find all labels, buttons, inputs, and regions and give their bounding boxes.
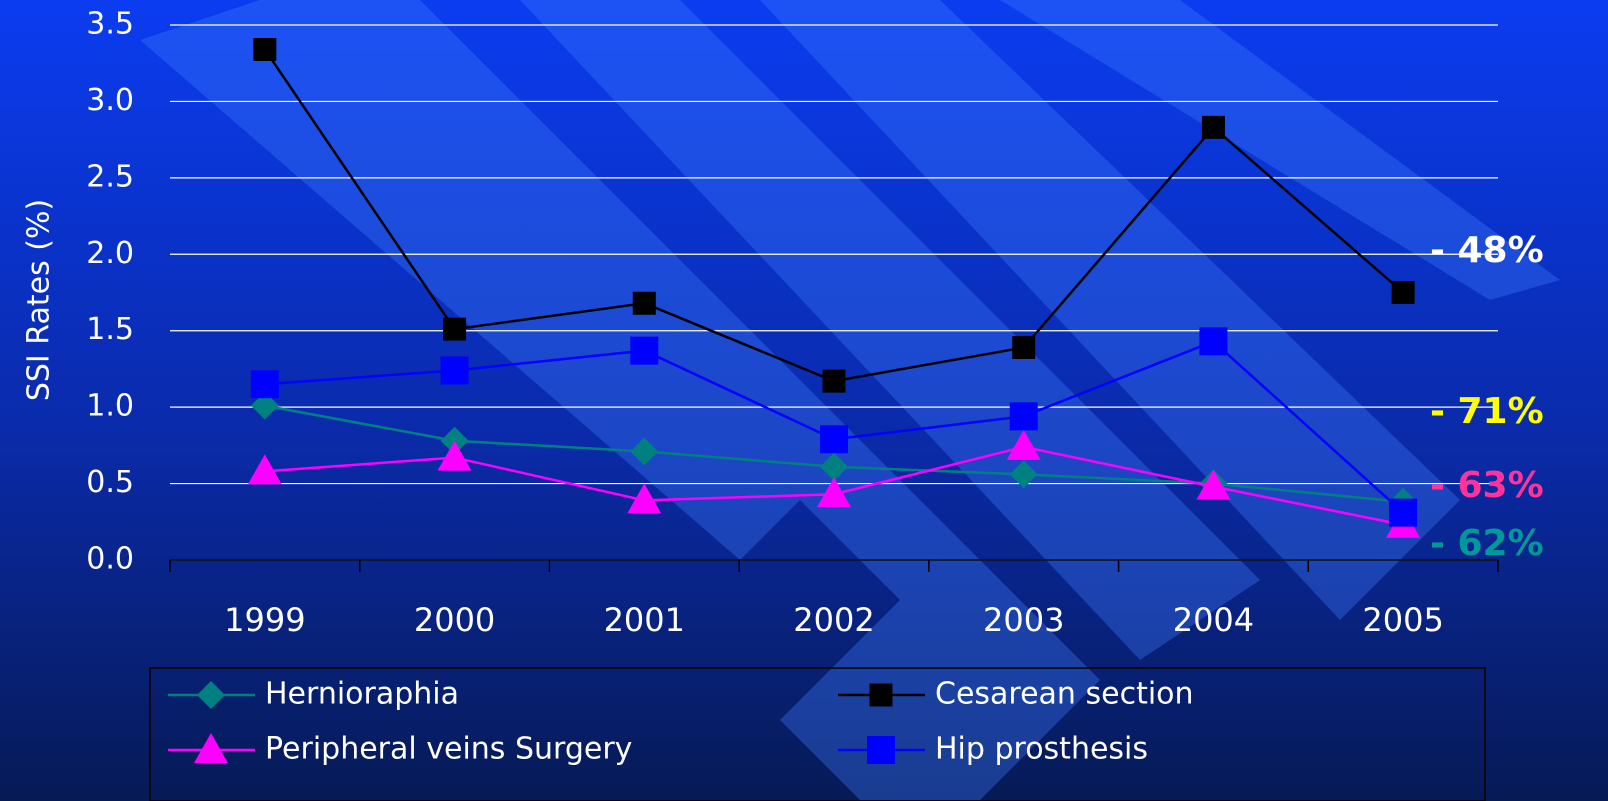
marker bbox=[822, 369, 846, 393]
y-tick-label: 0.0 bbox=[86, 542, 134, 577]
marker bbox=[627, 483, 662, 514]
y-tick-label: 3.5 bbox=[86, 7, 134, 42]
annotation: - 63% bbox=[1430, 465, 1544, 506]
marker bbox=[250, 391, 279, 420]
legend-label: Hernioraphia bbox=[265, 677, 459, 712]
x-tick-label: 2004 bbox=[1173, 601, 1254, 639]
marker bbox=[630, 437, 659, 466]
x-tick-label: 2003 bbox=[983, 601, 1064, 639]
marker bbox=[1391, 281, 1415, 304]
marker bbox=[440, 356, 469, 385]
decor-stripes bbox=[140, 0, 1560, 800]
marker bbox=[197, 681, 225, 709]
x-tick-label: 2001 bbox=[604, 601, 685, 639]
marker bbox=[1009, 402, 1038, 431]
marker bbox=[817, 477, 851, 508]
legend-label: Hip prosthesis bbox=[935, 732, 1148, 767]
marker bbox=[1009, 460, 1038, 489]
marker bbox=[1012, 336, 1036, 360]
marker bbox=[820, 452, 848, 481]
y-tick-label: 2.0 bbox=[86, 236, 134, 271]
marker bbox=[443, 317, 467, 341]
marker bbox=[253, 37, 277, 61]
marker bbox=[194, 733, 228, 763]
annotation: - 62% bbox=[1430, 523, 1544, 564]
x-tick-label: 2005 bbox=[1362, 601, 1443, 639]
y-tick-label: 0.5 bbox=[86, 465, 134, 500]
marker bbox=[437, 440, 472, 471]
y-tick-label: 2.5 bbox=[86, 159, 134, 194]
marker bbox=[820, 425, 848, 454]
legend-label: Peripheral veins Surgery bbox=[265, 732, 632, 767]
marker bbox=[247, 454, 282, 485]
annotation: - 48% bbox=[1430, 230, 1544, 271]
y-axis-label: SSI Rates (%) bbox=[22, 199, 57, 401]
y-tick-label: 3.0 bbox=[86, 83, 134, 118]
legend-box bbox=[149, 667, 1486, 801]
marker bbox=[1199, 327, 1228, 356]
marker bbox=[250, 370, 279, 399]
marker bbox=[867, 736, 895, 764]
x-tick-label: 2000 bbox=[414, 601, 495, 639]
y-tick-label: 1.0 bbox=[86, 389, 134, 424]
x-tick-label: 1999 bbox=[224, 601, 305, 639]
y-tick-label: 1.5 bbox=[86, 312, 134, 347]
marker bbox=[632, 291, 656, 315]
marker bbox=[630, 336, 659, 365]
marker bbox=[1389, 498, 1418, 527]
legend-label: Cesarean section bbox=[935, 677, 1194, 712]
marker bbox=[869, 683, 893, 707]
annotation: - 71% bbox=[1430, 391, 1544, 432]
marker bbox=[1006, 429, 1041, 460]
x-tick-label: 2002 bbox=[793, 601, 874, 639]
marker bbox=[1201, 115, 1225, 139]
marker bbox=[1196, 469, 1231, 500]
